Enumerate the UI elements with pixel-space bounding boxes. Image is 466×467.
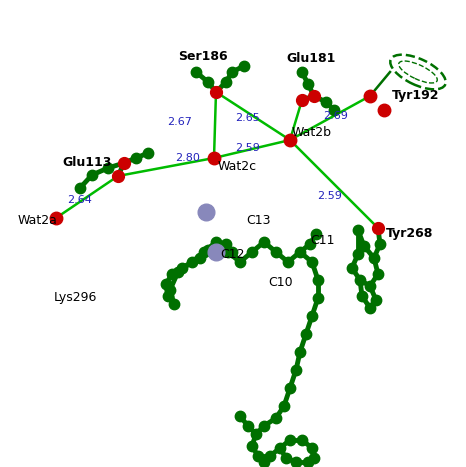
Text: C13: C13 [246, 213, 270, 226]
Text: Lys296: Lys296 [54, 291, 97, 304]
Text: Ser186: Ser186 [178, 50, 227, 63]
Text: 2.69: 2.69 [323, 111, 349, 121]
Text: 2.80: 2.80 [176, 153, 200, 163]
Text: C10: C10 [268, 276, 293, 289]
Text: Glu181: Glu181 [286, 51, 336, 64]
Text: Glu113: Glu113 [62, 156, 111, 169]
Text: Wat2a: Wat2a [18, 213, 58, 226]
Text: C11: C11 [310, 234, 335, 247]
Text: C12: C12 [220, 248, 245, 261]
Text: 2.67: 2.67 [168, 117, 192, 127]
Text: Tyr268: Tyr268 [386, 227, 433, 241]
Text: Tyr192: Tyr192 [392, 90, 439, 102]
Text: Wat2b: Wat2b [292, 126, 332, 139]
Text: 2.59: 2.59 [317, 191, 343, 201]
Text: 2.64: 2.64 [68, 195, 92, 205]
Text: Wat2c: Wat2c [218, 160, 257, 172]
Text: 2.59: 2.59 [235, 143, 260, 153]
Text: 2.65: 2.65 [236, 113, 260, 123]
